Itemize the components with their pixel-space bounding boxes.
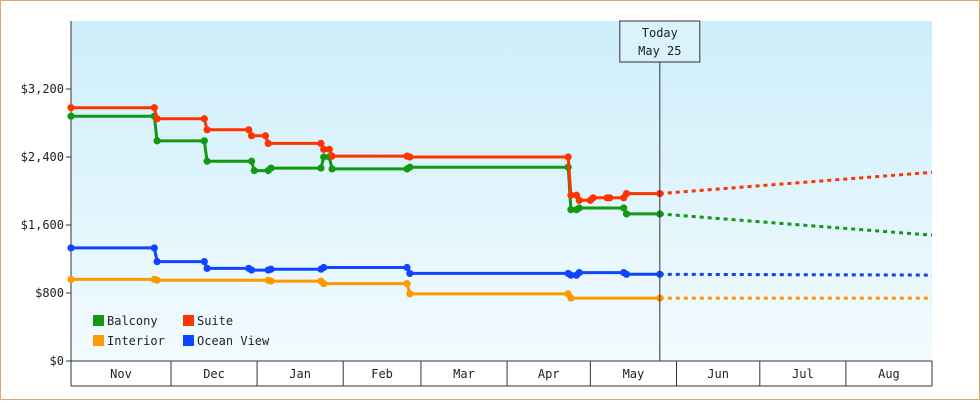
y-tick-label: $1,600 xyxy=(21,218,64,232)
legend-swatch-suite xyxy=(183,315,194,326)
data-point xyxy=(403,263,411,272)
data-point xyxy=(247,132,256,140)
legend-label-interior: Interior xyxy=(107,334,165,348)
x-tick-label: Aug xyxy=(878,367,900,381)
projection-line-balcony xyxy=(659,212,933,237)
data-point xyxy=(153,276,161,284)
data-point xyxy=(267,265,275,273)
legend-label-balcony: Balcony xyxy=(107,314,158,328)
projection-line-ocean-view xyxy=(659,272,933,277)
data-point xyxy=(200,115,208,123)
y-tick-label: $800 xyxy=(35,286,64,300)
data-point xyxy=(203,126,211,134)
x-tick-label: Jul xyxy=(792,367,814,381)
data-point xyxy=(328,165,336,173)
series-interior xyxy=(67,275,932,302)
today-box xyxy=(619,20,701,63)
data-point xyxy=(403,280,411,288)
legend-label-ocean-view: Ocean View xyxy=(197,334,270,348)
data-point xyxy=(203,264,211,272)
data-point xyxy=(575,269,583,277)
legend-swatch-interior xyxy=(93,335,104,346)
plot-area xyxy=(71,21,932,361)
data-point xyxy=(320,263,328,272)
x-tick-label: Mar xyxy=(453,367,475,381)
x-axis: Nov Dec Jan Feb Mar Apr May Jun Jul Aug xyxy=(70,360,933,387)
data-point xyxy=(150,104,158,112)
y-axis: $0 $800 $1,600 $2,400 $3,200 xyxy=(21,21,72,368)
data-point xyxy=(406,163,414,171)
today-label: Today xyxy=(642,26,678,40)
x-tick-label: Jun xyxy=(707,367,729,381)
data-point xyxy=(320,153,328,161)
data-point xyxy=(567,191,575,199)
data-point xyxy=(67,275,75,283)
legend-swatch-ocean-view xyxy=(183,335,194,346)
data-point xyxy=(564,153,572,161)
series-ocean-view xyxy=(67,244,933,279)
projection-line-suite xyxy=(659,170,933,196)
legend-label-suite: Suite xyxy=(197,314,233,328)
x-tick-label: Dec xyxy=(203,367,225,381)
data-point xyxy=(406,269,414,278)
data-point xyxy=(153,257,161,266)
y-tick-label: $2,400 xyxy=(21,150,64,164)
x-tick-label: Jan xyxy=(289,367,311,381)
data-point xyxy=(250,167,258,175)
y-tick-label: $0 xyxy=(50,354,64,368)
data-point xyxy=(328,152,336,160)
today-date: May 25 xyxy=(638,44,681,58)
data-point xyxy=(200,137,208,145)
y-tick-label: $3,200 xyxy=(21,82,64,96)
data-point xyxy=(406,290,414,298)
data-point xyxy=(203,157,211,165)
data-point xyxy=(267,164,275,172)
series-balcony xyxy=(67,112,933,237)
data-point xyxy=(150,244,158,252)
data-point xyxy=(245,126,253,134)
series-layer xyxy=(67,104,933,302)
data-point xyxy=(567,294,575,302)
data-point xyxy=(325,145,333,153)
data-point xyxy=(622,189,631,198)
x-tick-label: Feb xyxy=(371,367,393,381)
data-point xyxy=(67,104,75,112)
data-point xyxy=(622,210,631,218)
data-point xyxy=(589,194,597,202)
data-point xyxy=(247,266,256,274)
today-marker: Today May 25 xyxy=(619,20,701,361)
x-tick-label: Apr xyxy=(538,367,560,381)
data-point xyxy=(567,206,575,214)
data-point xyxy=(620,204,628,212)
data-point xyxy=(567,271,575,279)
data-point xyxy=(320,280,328,288)
data-point xyxy=(320,145,328,153)
data-point xyxy=(261,132,270,140)
x-tick-label: May xyxy=(623,367,645,381)
data-point xyxy=(406,153,414,161)
data-point xyxy=(575,196,583,204)
series-suite xyxy=(67,104,933,204)
data-point xyxy=(317,139,325,147)
data-point xyxy=(153,137,161,145)
data-point xyxy=(267,277,275,285)
data-point xyxy=(67,112,75,120)
data-point xyxy=(622,270,631,278)
data-point xyxy=(317,164,325,172)
data-point xyxy=(247,157,256,165)
data-point xyxy=(153,115,161,123)
data-point xyxy=(264,139,272,147)
data-point xyxy=(67,244,75,252)
data-point xyxy=(606,194,614,202)
data-point xyxy=(200,257,208,266)
legend: Balcony Suite Interior Ocean View xyxy=(93,314,270,348)
data-point xyxy=(575,204,583,212)
legend-swatch-balcony xyxy=(93,315,104,326)
x-tick-label: Nov xyxy=(110,367,132,381)
